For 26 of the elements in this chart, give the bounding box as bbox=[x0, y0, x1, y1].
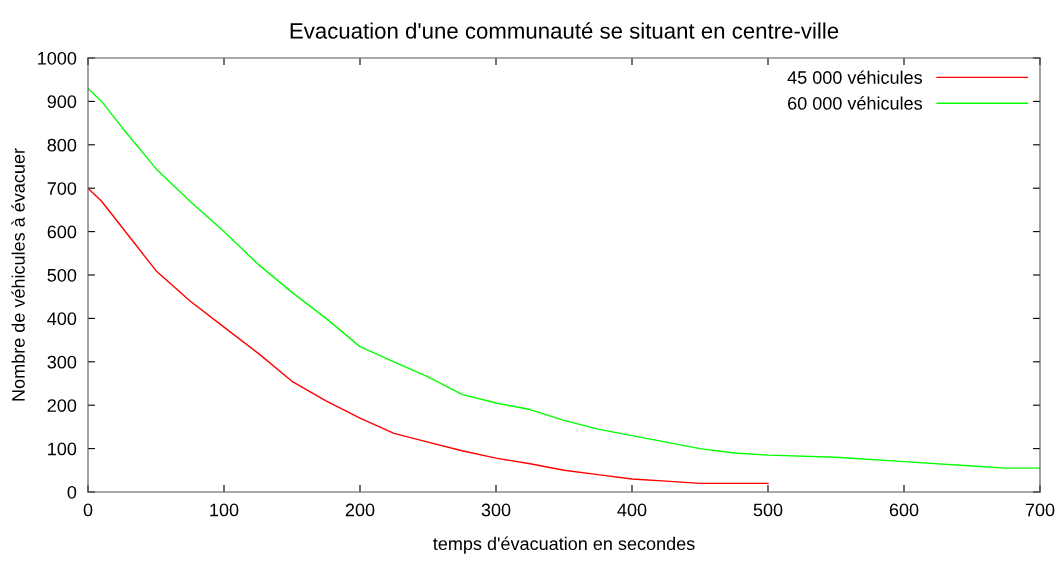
x-tick-label: 200 bbox=[345, 503, 375, 517]
legend-label: 60 000 véhicules bbox=[788, 96, 922, 110]
y-tick-label: 1000 bbox=[38, 51, 77, 65]
x-tick-label: 600 bbox=[889, 503, 919, 517]
y-tick-label: 400 bbox=[47, 312, 77, 326]
x-tick-label: 500 bbox=[753, 503, 783, 517]
line-series bbox=[88, 87, 1040, 469]
y-tick-label: 900 bbox=[47, 95, 77, 109]
y-tick-label: 200 bbox=[47, 399, 77, 412]
y-tick-label: 100 bbox=[48, 442, 77, 456]
y-tick-label: 300 bbox=[47, 355, 77, 369]
legend-label: 45 000 véhicules bbox=[787, 70, 922, 84]
x-tick-label: 400 bbox=[617, 503, 647, 517]
chart-title: Evacuation d'une communauté se situant en centre-ville bbox=[290, 22, 839, 39]
y-tick-label: 0 bbox=[67, 485, 77, 499]
x-tick-label: 700 bbox=[1025, 503, 1055, 517]
y-tick-label: 700 bbox=[47, 182, 77, 195]
y-tick-label: 500 bbox=[47, 268, 77, 282]
line-series bbox=[88, 187, 769, 485]
x-tick-label: 300 bbox=[481, 503, 511, 517]
x-tick-label: 0 bbox=[83, 503, 93, 517]
y-tick-label: 800 bbox=[47, 138, 77, 152]
y-axis-title: Nombre de véhicules à évacuer bbox=[11, 148, 25, 401]
x-axis-title: temps d'évacuation en secondes bbox=[433, 536, 695, 554]
y-tick-label: 600 bbox=[47, 225, 77, 239]
x-tick-label: 100 bbox=[210, 503, 239, 517]
